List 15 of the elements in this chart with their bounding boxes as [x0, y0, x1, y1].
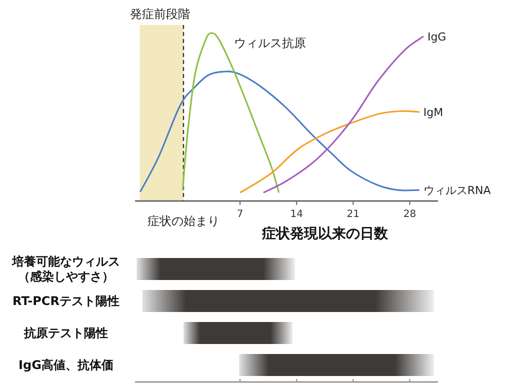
x-tick-label: 28 [403, 209, 416, 220]
series-label: ウィルス抗原 [234, 36, 306, 50]
y-tick-label: 培養可能なウィルス（感染しやすさ） [11, 254, 120, 284]
ref-line-label: 症状の始まり [147, 214, 220, 228]
band-label: 発症前段階 [130, 7, 190, 21]
x-tick-label: 14 [290, 209, 303, 220]
y-tick-label: RT-PCRテスト陽性 [12, 294, 120, 308]
series-label: IgM [423, 106, 444, 119]
x-tick-label: 21 [346, 209, 360, 220]
x-axis-title: 症状発現以来の日数 [260, 225, 389, 242]
series-label: IgG [427, 30, 446, 44]
x-tick-label: 7 [236, 209, 244, 220]
series-label: ウィルスRNA [423, 184, 492, 198]
y-tick-label: 抗原テスト陽性 [23, 326, 108, 340]
y-tick-label: IgG高値、抗体価 [18, 358, 114, 372]
